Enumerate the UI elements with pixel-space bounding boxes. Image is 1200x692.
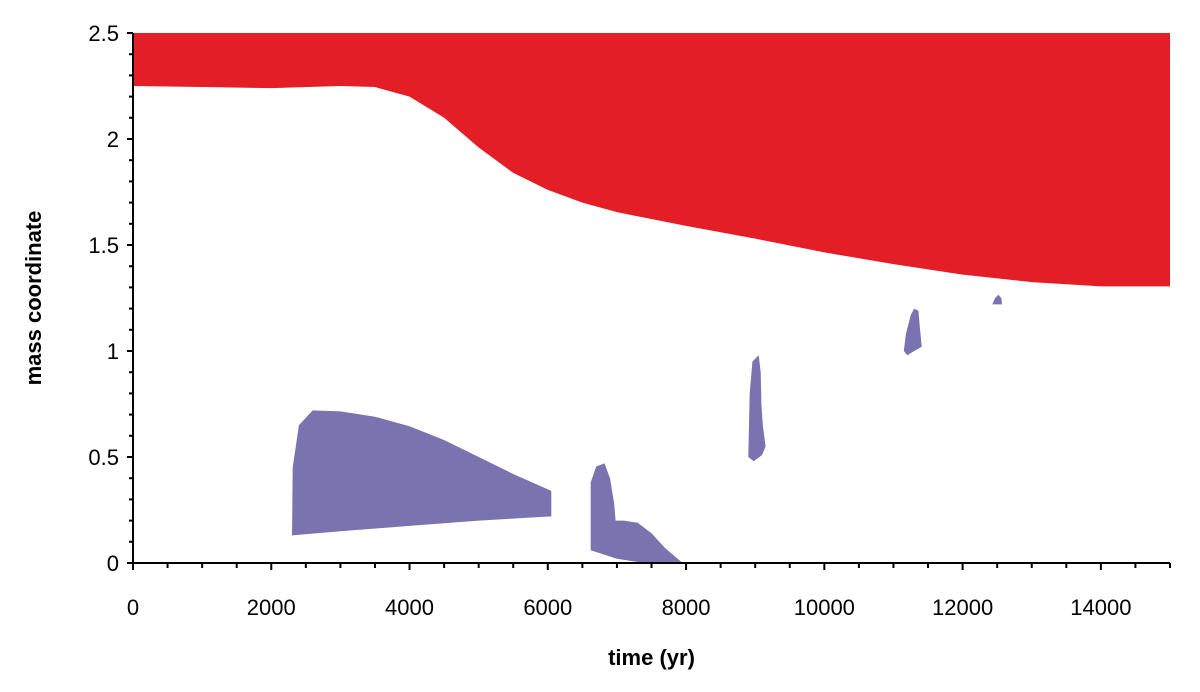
x-tick-label: 10000 xyxy=(794,595,855,620)
y-tick-label: 1 xyxy=(107,339,119,364)
red-region xyxy=(133,33,1170,287)
x-tick-label: 14000 xyxy=(1070,595,1131,620)
y-tick-label: 1.5 xyxy=(88,233,119,258)
x-tick-label: 8000 xyxy=(662,595,711,620)
x-axis-title: time (yr) xyxy=(608,645,695,670)
y-tick-label: 2 xyxy=(107,127,119,152)
y-tick-label: 2.5 xyxy=(88,21,119,46)
y-axis-title: mass coordinate xyxy=(21,211,46,386)
axes: 0 0.5 1 1.5 2 2.5 0 2000 4000 6000 8000 10000 12000 1… xyxy=(88,21,1171,620)
plot-area xyxy=(133,33,1170,563)
x-tick-label: 12000 xyxy=(932,595,993,620)
purple-region-zone-5 xyxy=(992,294,1002,305)
x-tick-label: 4000 xyxy=(385,595,434,620)
x-tick-label: 0 xyxy=(127,595,139,620)
purple-region-zone-3 xyxy=(748,355,766,462)
purple-region-zone-2 xyxy=(590,463,683,563)
purple-region-zone-1 xyxy=(292,410,552,536)
y-tick-label: 0 xyxy=(107,551,119,576)
purple-region-zone-4 xyxy=(903,308,922,356)
x-tick-label: 2000 xyxy=(247,595,296,620)
y-tick-label: 0.5 xyxy=(88,445,119,470)
x-tick-label: 6000 xyxy=(523,595,572,620)
